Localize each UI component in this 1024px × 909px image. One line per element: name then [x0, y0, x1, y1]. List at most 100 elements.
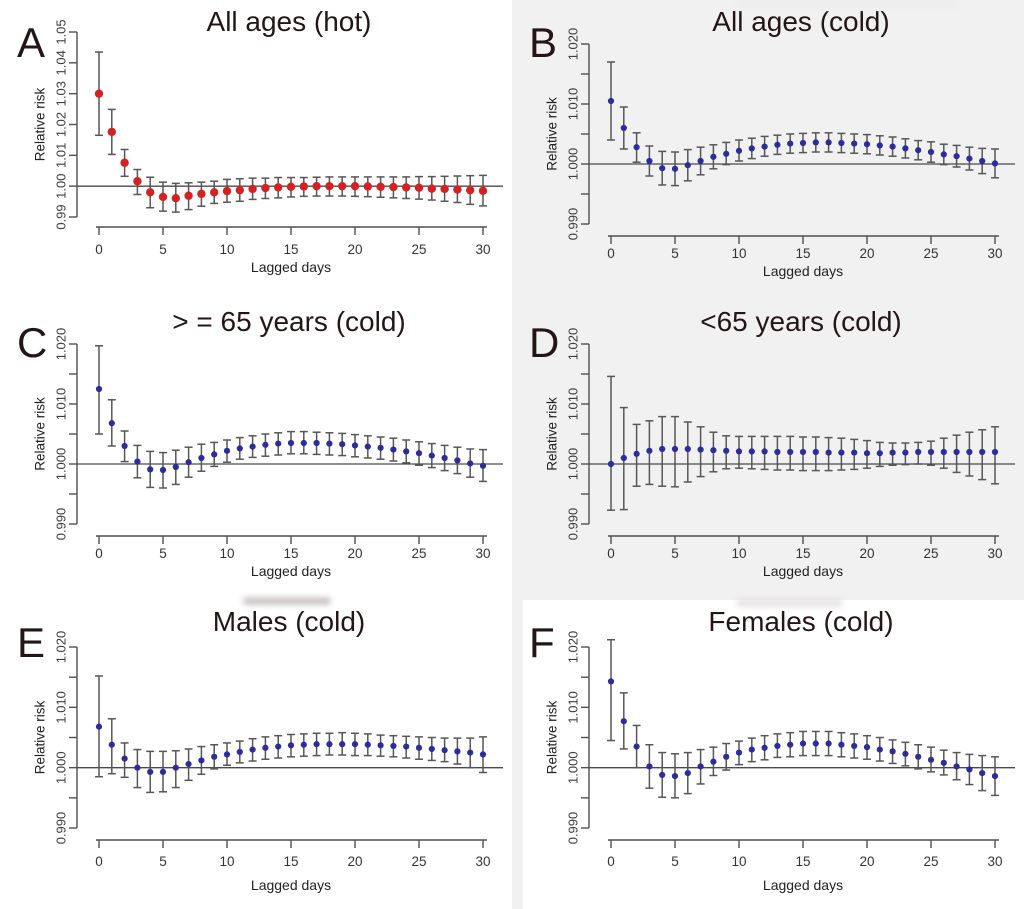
panel-a-all-ages-hot: 0.99 1.00 1.01 1.02 1.03 1.04 1.05 Relative ris… — [0, 0, 512, 300]
svg-text:30: 30 — [987, 854, 1002, 869]
panel-letter-f: F — [529, 619, 555, 666]
svg-text:1.020: 1.020 — [566, 328, 581, 361]
svg-text:5: 5 — [671, 854, 679, 869]
svg-text:25: 25 — [923, 546, 938, 561]
svg-text:5: 5 — [159, 854, 167, 869]
svg-text:1.020: 1.020 — [566, 631, 581, 664]
svg-text:1.02: 1.02 — [54, 112, 69, 137]
svg-text:Relative risk: Relative risk — [545, 700, 560, 774]
svg-text:20: 20 — [347, 546, 362, 561]
svg-text:1.05: 1.05 — [54, 19, 69, 44]
svg-text:1.010: 1.010 — [566, 88, 581, 121]
svg-text:20: 20 — [347, 242, 362, 257]
svg-text:1.020: 1.020 — [54, 328, 69, 361]
svg-text:20: 20 — [347, 854, 362, 869]
svg-text:Relative risk: Relative risk — [33, 87, 48, 161]
svg-text:25: 25 — [411, 546, 426, 561]
svg-text:10: 10 — [219, 546, 234, 561]
svg-text:5: 5 — [159, 242, 167, 257]
svg-text:10: 10 — [731, 246, 746, 261]
svg-text:30: 30 — [475, 546, 490, 561]
svg-text:0.990: 0.990 — [566, 508, 581, 541]
plot-f: 0.990 1.000 1.010 1.020 Relative risk 0 5 10 15 2… — [545, 631, 1015, 893]
svg-text:1.010: 1.010 — [54, 388, 69, 421]
svg-text:0.990: 0.990 — [566, 812, 581, 845]
svg-text:25: 25 — [923, 854, 938, 869]
panel-f-females-cold: 0.990 1.000 1.010 1.020 Relative risk 0 5 10 15 2… — [512, 600, 1024, 909]
svg-text:5: 5 — [671, 246, 679, 261]
svg-text:15: 15 — [795, 854, 810, 869]
svg-text:1.000: 1.000 — [566, 448, 581, 481]
svg-text:30: 30 — [475, 242, 490, 257]
svg-text:0: 0 — [95, 242, 103, 257]
svg-text:0.990: 0.990 — [566, 208, 581, 241]
svg-text:25: 25 — [411, 854, 426, 869]
svg-text:0: 0 — [607, 246, 615, 261]
svg-text:1.000: 1.000 — [54, 448, 69, 481]
panel-title-b: All ages (cold) — [712, 6, 890, 37]
svg-text:1.010: 1.010 — [54, 691, 69, 724]
svg-text:1.020: 1.020 — [566, 28, 581, 61]
svg-text:Relative risk: Relative risk — [545, 397, 560, 471]
svg-text:0.99: 0.99 — [54, 204, 69, 229]
panel-letter-c: C — [17, 319, 48, 366]
svg-text:Lagged days: Lagged days — [763, 263, 843, 279]
svg-text:15: 15 — [283, 242, 298, 257]
plot-b: 0.990 1.000 1.010 1.020 Relative risk 0 5 10 15 2… — [545, 28, 1015, 279]
svg-text:1.00: 1.00 — [54, 174, 69, 199]
svg-text:20: 20 — [859, 854, 874, 869]
svg-text:Relative risk: Relative risk — [545, 97, 560, 171]
plot-a: 0.99 1.00 1.01 1.02 1.03 1.04 1.05 Relative ris… — [33, 19, 503, 275]
svg-text:25: 25 — [923, 246, 938, 261]
svg-text:1.010: 1.010 — [566, 691, 581, 724]
svg-text:1.01: 1.01 — [54, 143, 69, 168]
svg-text:15: 15 — [283, 546, 298, 561]
plot-d: 0.990 1.000 1.010 1.020 Relative risk 0 5 10 15 2… — [545, 328, 1015, 579]
svg-text:Lagged days: Lagged days — [251, 259, 331, 275]
svg-text:0: 0 — [607, 546, 615, 561]
svg-text:Relative risk: Relative risk — [33, 397, 48, 471]
panel-b-all-ages-cold: 0.990 1.000 1.010 1.020 Relative risk 0 5 10 15 2… — [512, 0, 1024, 300]
svg-text:30: 30 — [987, 246, 1002, 261]
panel-c-over-65-cold: 0.990 1.000 1.010 1.020 Relative risk 0 5 10 15 2… — [0, 300, 512, 600]
svg-text:Relative risk: Relative risk — [33, 700, 48, 774]
svg-text:10: 10 — [219, 242, 234, 257]
svg-text:20: 20 — [859, 546, 874, 561]
svg-text:5: 5 — [671, 546, 679, 561]
svg-text:0: 0 — [95, 854, 103, 869]
svg-text:Lagged days: Lagged days — [251, 877, 331, 893]
panel-title-f: Females (cold) — [708, 606, 894, 637]
svg-text:1.020: 1.020 — [54, 631, 69, 664]
svg-text:0: 0 — [95, 546, 103, 561]
panel-title-d: <65 years (cold) — [700, 306, 902, 337]
svg-text:1.010: 1.010 — [566, 388, 581, 421]
svg-text:0: 0 — [607, 854, 615, 869]
panel-letter-a: A — [17, 19, 46, 66]
svg-text:15: 15 — [283, 854, 298, 869]
svg-text:Lagged days: Lagged days — [763, 877, 843, 893]
svg-text:1.03: 1.03 — [54, 81, 69, 106]
panel-letter-e: E — [17, 619, 46, 666]
panel-letter-d: D — [529, 319, 560, 366]
svg-text:10: 10 — [219, 854, 234, 869]
plot-e: 0.990 1.000 1.010 1.020 Relative risk 0 5 10 15 2… — [33, 631, 503, 893]
svg-text:15: 15 — [795, 546, 810, 561]
svg-text:15: 15 — [795, 246, 810, 261]
panel-e-males-cold: 0.990 1.000 1.010 1.020 Relative risk 0 5 10 15 2… — [0, 600, 512, 909]
svg-text:0.990: 0.990 — [54, 508, 69, 541]
svg-text:10: 10 — [731, 854, 746, 869]
svg-text:1.000: 1.000 — [566, 751, 581, 784]
svg-text:25: 25 — [411, 242, 426, 257]
svg-text:30: 30 — [987, 546, 1002, 561]
svg-text:Lagged days: Lagged days — [763, 563, 843, 579]
svg-text:Lagged days: Lagged days — [251, 563, 331, 579]
panel-d-under-65-cold: 0.990 1.000 1.010 1.020 Relative risk 0 5 10 15 2… — [512, 300, 1024, 600]
panel-letter-b: B — [529, 19, 558, 66]
svg-text:1.04: 1.04 — [54, 50, 69, 75]
svg-text:5: 5 — [159, 546, 167, 561]
svg-text:1.000: 1.000 — [566, 148, 581, 181]
svg-text:0.990: 0.990 — [54, 812, 69, 845]
svg-text:1.000: 1.000 — [54, 751, 69, 784]
